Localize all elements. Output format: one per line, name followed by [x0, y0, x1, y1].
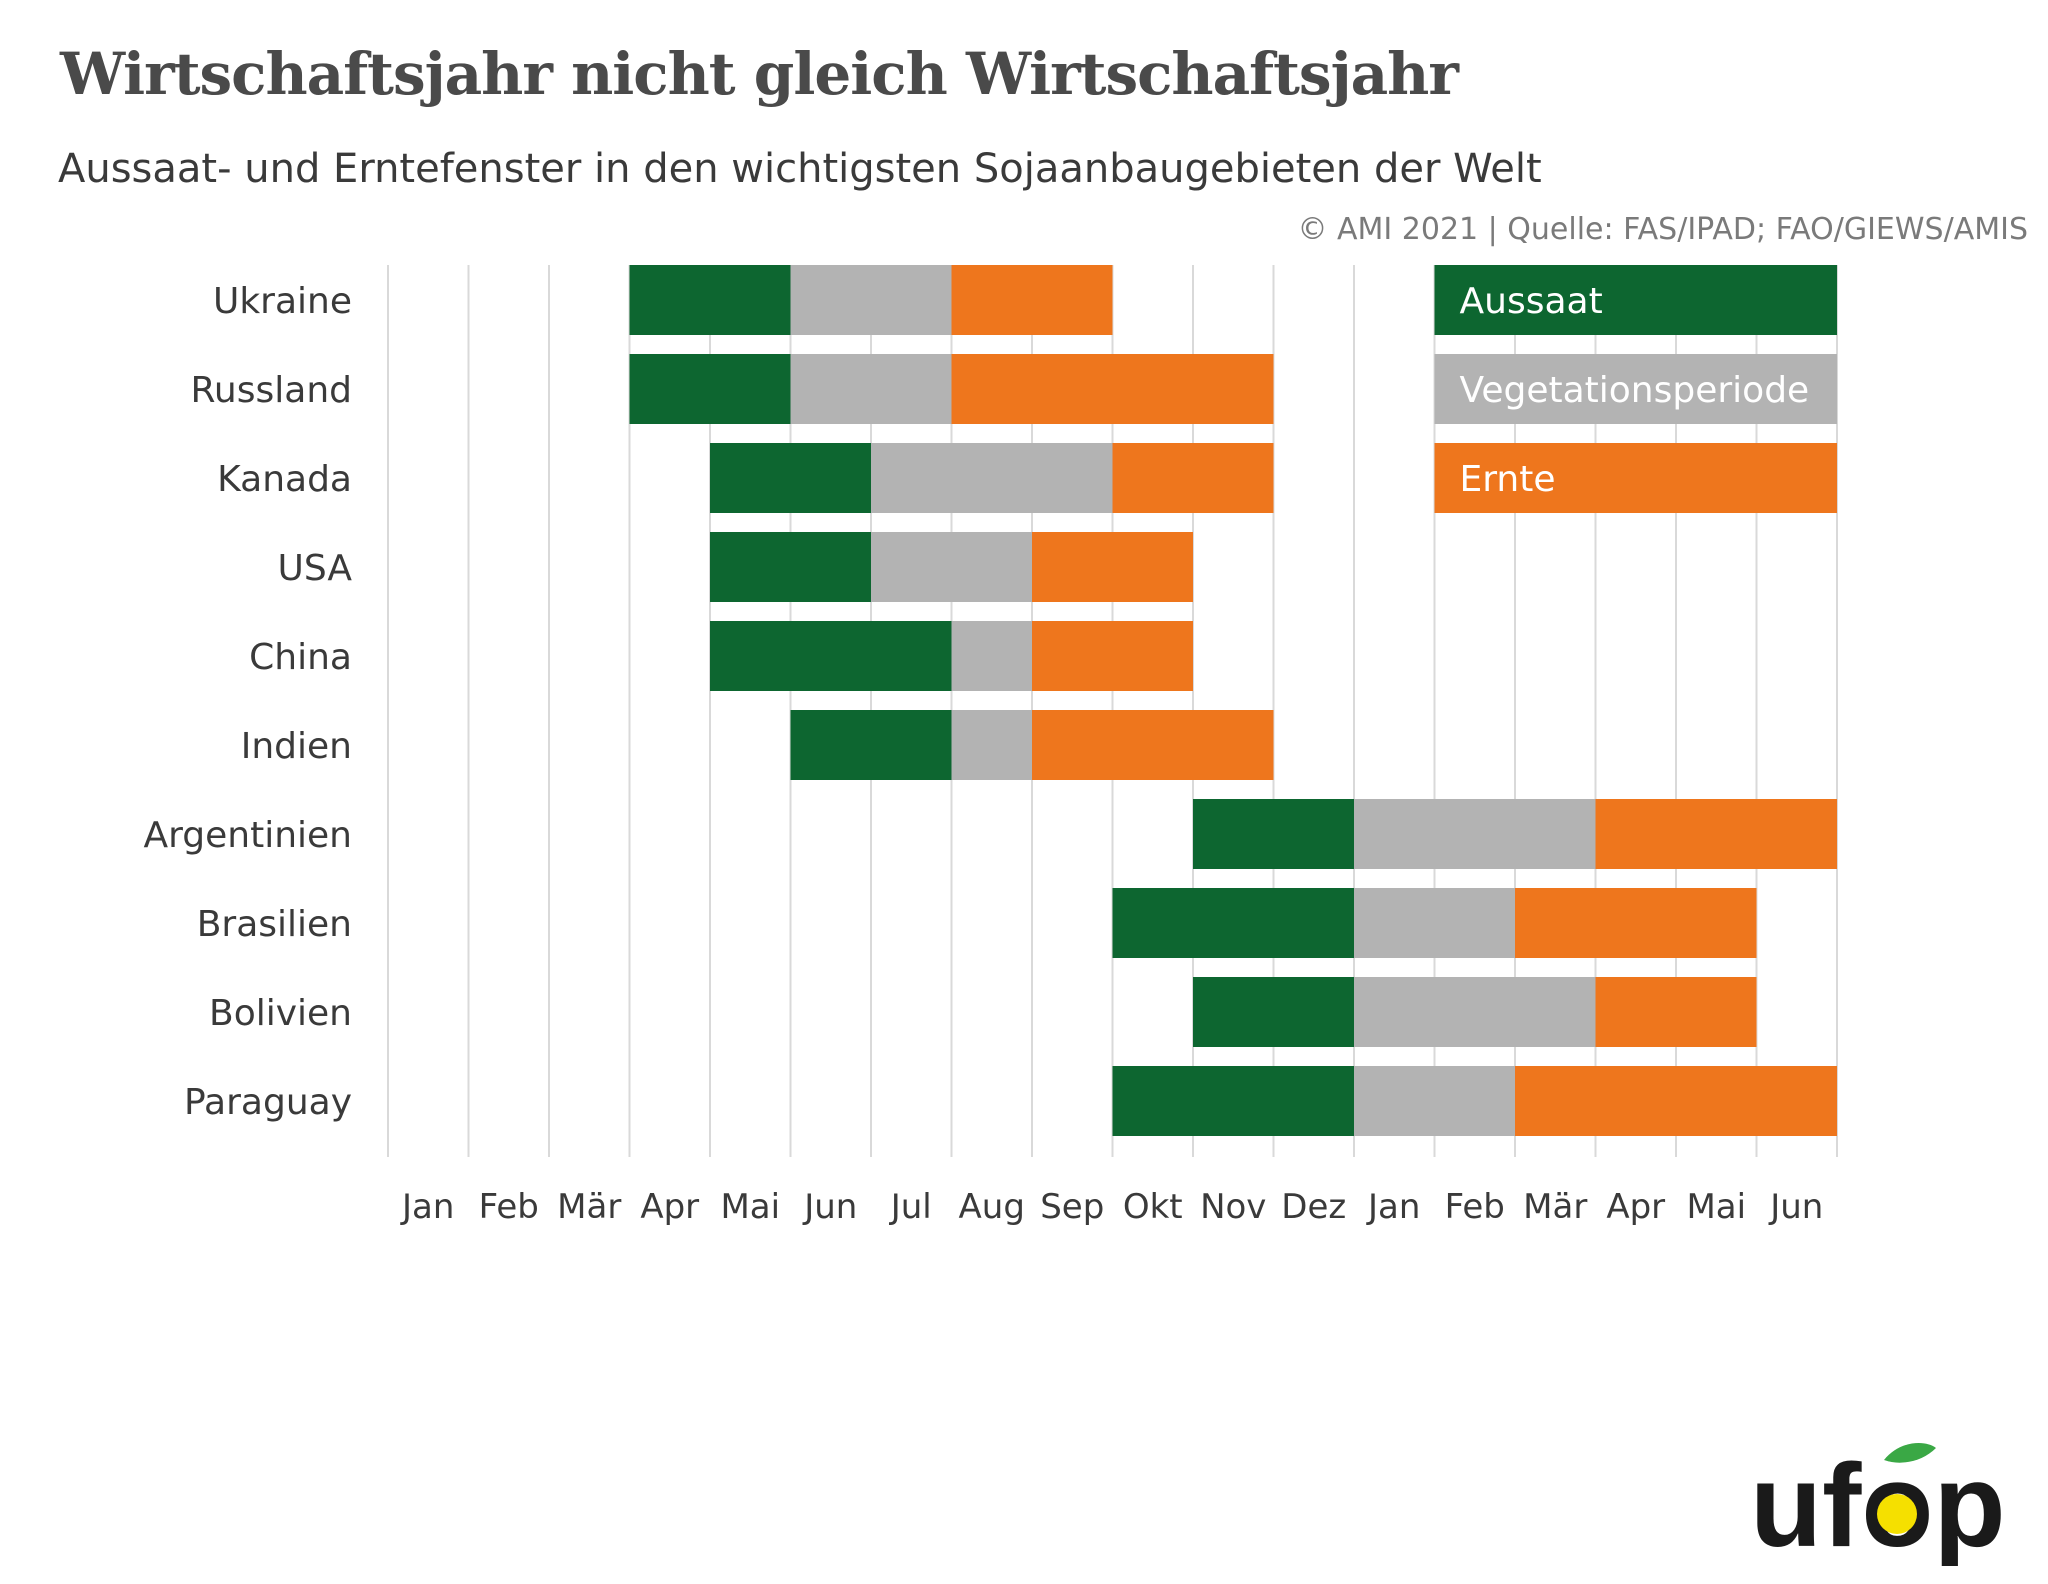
- x-tick-label: Feb: [1445, 1187, 1505, 1227]
- ufop-logo: ufop: [1750, 1440, 2006, 1566]
- bar-segment-vegetation: [1354, 888, 1515, 958]
- legend-label: Ernte: [1460, 459, 1556, 500]
- logo-drop-icon: [1877, 1494, 1917, 1534]
- bar-segment-aussaat: [710, 443, 871, 513]
- chart-subtitle: Aussaat- und Erntefenster in den wichtig…: [58, 146, 1542, 192]
- row-label: Indien: [241, 726, 352, 767]
- x-tick-label: Mär: [1523, 1187, 1587, 1227]
- bar-segment-ernte: [1032, 532, 1193, 602]
- bar-segment-ernte: [951, 354, 1274, 424]
- bar-segment-vegetation: [871, 532, 1032, 602]
- bar-segment-ernte: [951, 265, 1113, 335]
- bar-segment-aussaat: [1112, 888, 1354, 958]
- bar-segment-aussaat: [1193, 977, 1354, 1047]
- bar-segment-vegetation: [871, 443, 1113, 513]
- x-tick-label: Mär: [557, 1187, 621, 1227]
- row-label: Bolivien: [209, 993, 352, 1034]
- bar-segment-aussaat: [710, 532, 871, 602]
- row-label: USA: [278, 548, 353, 589]
- bar-segment-vegetation: [1354, 977, 1596, 1047]
- legend-label: Aussaat: [1460, 281, 1603, 322]
- x-tick-label: Jun: [802, 1187, 857, 1227]
- row-label: China: [249, 637, 352, 678]
- x-tick-label: Okt: [1123, 1187, 1183, 1227]
- source-note: © AMI 2021 | Quelle: FAS/IPAD; FAO/GIEWS…: [1297, 212, 2028, 247]
- bar-segment-vegetation: [951, 710, 1032, 780]
- legend-swatch-aussaat: [1434, 265, 1837, 335]
- bar-segment-aussaat: [1112, 1066, 1354, 1136]
- bar-segment-aussaat: [790, 710, 952, 780]
- bar-segment-ernte: [1595, 799, 1837, 869]
- row-label: Paraguay: [184, 1082, 352, 1123]
- leaf-icon: [1884, 1443, 1936, 1463]
- row-label: Brasilien: [197, 904, 352, 945]
- row-label: Ukraine: [213, 281, 352, 322]
- bar-segment-vegetation: [790, 265, 952, 335]
- legend-swatch-vegetation: [1434, 354, 1837, 424]
- x-tick-label: Dez: [1281, 1187, 1346, 1227]
- x-tick-label: Sep: [1040, 1187, 1104, 1227]
- x-tick-label: Apr: [1606, 1187, 1665, 1227]
- x-tick-label: Jun: [1768, 1187, 1823, 1227]
- bar-segment-vegetation: [951, 621, 1032, 691]
- logo-text: ufop: [1750, 1440, 2006, 1566]
- bar-segment-aussaat: [710, 621, 952, 691]
- x-tick-label: Aug: [959, 1187, 1025, 1227]
- x-tick-label: Jan: [400, 1187, 454, 1227]
- bar-segment-vegetation: [790, 354, 952, 424]
- bar-segment-ernte: [1595, 977, 1757, 1047]
- bar-segment-ernte: [1112, 443, 1274, 513]
- bar-segment-ernte: [1515, 1066, 1837, 1136]
- x-tick-label: Jan: [1366, 1187, 1420, 1227]
- x-tick-label: Mai: [1686, 1187, 1746, 1227]
- bar-segment-vegetation: [1354, 799, 1596, 869]
- legend-label: Vegetationsperiode: [1460, 370, 1810, 411]
- bar-segment-aussaat: [629, 265, 791, 335]
- legend-swatch-ernte: [1434, 443, 1837, 513]
- row-label: Russland: [191, 370, 352, 411]
- row-label: Kanada: [217, 459, 352, 500]
- x-tick-label: Apr: [640, 1187, 699, 1227]
- bar-segment-aussaat: [629, 354, 791, 424]
- bar-segment-ernte: [1515, 888, 1757, 958]
- x-tick-label: Jul: [889, 1187, 932, 1227]
- bar-segment-aussaat: [1193, 799, 1354, 869]
- x-tick-label: Nov: [1200, 1187, 1266, 1227]
- row-label: Argentinien: [143, 815, 352, 856]
- bar-segment-ernte: [1032, 621, 1193, 691]
- x-tick-label: Mai: [720, 1187, 780, 1227]
- bar-segment-vegetation: [1354, 1066, 1515, 1136]
- chart-title: Wirtschaftsjahr nicht gleich Wirtschafts…: [60, 40, 1459, 108]
- bar-segment-ernte: [1032, 710, 1274, 780]
- x-tick-label: Feb: [479, 1187, 539, 1227]
